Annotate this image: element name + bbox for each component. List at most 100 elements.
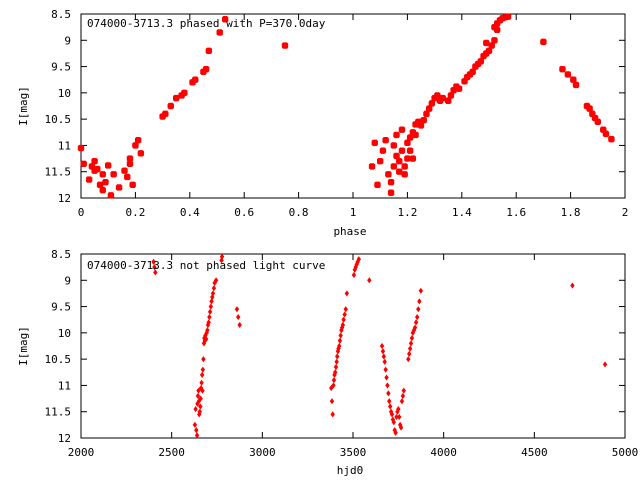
phased-data-point bbox=[368, 163, 376, 170]
phased-data-point bbox=[126, 160, 134, 168]
light-curve-data-point bbox=[342, 311, 347, 318]
light-curve-data-point bbox=[193, 406, 198, 413]
light-curve-data-point bbox=[194, 427, 199, 434]
light-curve-data-point bbox=[418, 287, 424, 294]
light-curve-data-point bbox=[367, 277, 372, 284]
light-curve-data-point bbox=[201, 356, 206, 363]
light-curve-x-tick-label: 3000 bbox=[249, 446, 276, 459]
light-curve-y-axis: 8.5 9 9.5 10 10.5 11 11.5 12 bbox=[45, 248, 625, 445]
phased-data-point bbox=[371, 139, 378, 146]
phased-data-point bbox=[420, 116, 427, 124]
light-curve-data-point bbox=[334, 358, 339, 365]
phased-data-point bbox=[173, 94, 180, 102]
phased-data-point bbox=[126, 155, 134, 162]
light-curve-data-point bbox=[211, 285, 217, 292]
phased-data-point bbox=[221, 16, 229, 23]
phased-x-tick-label: 1.2 bbox=[397, 206, 417, 219]
light-curve-data-point bbox=[219, 253, 225, 260]
phased-data-point bbox=[428, 100, 436, 107]
light-curve-data-point bbox=[196, 398, 202, 405]
phased-data-point bbox=[379, 147, 387, 154]
phased-data-point bbox=[192, 76, 199, 83]
phased-data-point bbox=[401, 171, 408, 178]
light-curve-data-point bbox=[391, 419, 396, 426]
light-curve-data-point bbox=[198, 403, 203, 410]
phased-data-point bbox=[85, 176, 93, 183]
phased-x-tick-label: 1.4 bbox=[452, 206, 472, 219]
phased-data-point bbox=[488, 42, 495, 49]
phased-data-point bbox=[387, 179, 395, 186]
phased-data-point bbox=[396, 168, 403, 175]
phased-data-point bbox=[96, 181, 104, 189]
light-curve-data-point bbox=[379, 342, 385, 350]
phased-y-axis: 8.5 9 9.5 10 10.5 11 11.5 12 bbox=[45, 8, 625, 205]
light-curve-data-point bbox=[152, 264, 157, 271]
phased-data-point bbox=[374, 181, 381, 189]
phased-data-point bbox=[121, 167, 128, 174]
light-curve-data-point bbox=[401, 387, 406, 394]
light-curve-data-point bbox=[398, 424, 404, 431]
phased-data-point bbox=[393, 152, 400, 160]
light-curve-y-tick-label: 12 bbox=[58, 432, 71, 445]
phased-data-point bbox=[401, 163, 408, 170]
light-curve-data-point bbox=[344, 290, 350, 297]
light-curve-data-point bbox=[412, 324, 418, 331]
light-curve-data-point bbox=[197, 408, 202, 415]
light-curve-data-point bbox=[406, 356, 411, 363]
light-curve-data-point bbox=[393, 429, 398, 436]
light-curve-data-point bbox=[338, 332, 343, 339]
phased-data-point bbox=[202, 66, 210, 73]
light-curve-y-tick-label: 9.5 bbox=[51, 301, 71, 314]
light-curve-y-tick-label: 11.5 bbox=[45, 406, 72, 419]
phased-data-point bbox=[412, 131, 419, 139]
phased-data-point bbox=[205, 47, 213, 54]
light-curve-x-tick-label: 3500 bbox=[340, 446, 367, 459]
phased-y-tick-label: 11 bbox=[58, 139, 71, 152]
light-curve-data-point bbox=[414, 314, 420, 321]
light-curve-data-point bbox=[201, 340, 207, 347]
light-curve-data-point bbox=[330, 411, 335, 418]
phased-data-point bbox=[404, 139, 411, 146]
light-curve-x-axis-label: hjd0 bbox=[337, 464, 364, 477]
light-curve-data-point bbox=[205, 327, 210, 334]
light-curve-data-point bbox=[356, 256, 362, 263]
light-curve-data-point bbox=[196, 387, 201, 394]
light-curve-data-point bbox=[335, 353, 340, 360]
phased-data-point bbox=[80, 160, 87, 168]
phased-y-axis-label: I[mag] bbox=[17, 86, 30, 126]
light-curve-data-point bbox=[337, 342, 342, 350]
light-curve-data-point bbox=[397, 413, 402, 421]
light-curve-chart: 8.5 9 9.5 10 10.5 11 11.5 12 2000 2500 3000 3500 40… bbox=[17, 248, 638, 477]
phased-data-point bbox=[134, 136, 142, 144]
phased-data-point bbox=[572, 81, 580, 89]
light-curve-x-tick-label: 4500 bbox=[521, 446, 548, 459]
light-curve-y-tick-label: 11 bbox=[58, 379, 71, 392]
phased-data-point bbox=[110, 171, 117, 178]
phased-data-point bbox=[483, 39, 490, 47]
phased-data-point bbox=[124, 173, 131, 181]
phased-data-point bbox=[445, 97, 452, 104]
phased-data-point bbox=[406, 134, 414, 141]
light-curve-data-point bbox=[408, 340, 414, 347]
phased-y-tick-label: 9.5 bbox=[51, 61, 71, 74]
light-curve-y-tick-label: 10 bbox=[58, 327, 71, 340]
phased-x-axis: 0 0.2 0.4 0.6 0.8 1 1.2 1.4 1.6 1.8 2 bbox=[78, 14, 628, 219]
phased-data-point bbox=[387, 189, 395, 196]
light-curve-x-tick-label: 5000 bbox=[612, 446, 639, 459]
light-curve-data-point bbox=[385, 382, 390, 389]
light-curve-data-point bbox=[340, 321, 346, 329]
phased-x-tick-label: 0.2 bbox=[125, 206, 145, 219]
light-curve-data-point bbox=[200, 366, 206, 373]
light-curve-data-point bbox=[198, 384, 204, 392]
phased-data-point bbox=[608, 135, 615, 143]
light-curve-x-tick-label: 2000 bbox=[68, 446, 95, 459]
light-curve-data-point bbox=[236, 314, 241, 321]
light-curve-data-point bbox=[399, 398, 405, 405]
light-curve-data-point bbox=[400, 392, 406, 400]
light-curve-data-point bbox=[200, 387, 205, 394]
phased-data-point bbox=[129, 181, 136, 189]
light-curve-data-point bbox=[387, 398, 392, 405]
phased-data-point bbox=[393, 131, 400, 139]
phased-data-point bbox=[425, 105, 433, 112]
phased-x-tick-label: 0 bbox=[78, 206, 85, 219]
